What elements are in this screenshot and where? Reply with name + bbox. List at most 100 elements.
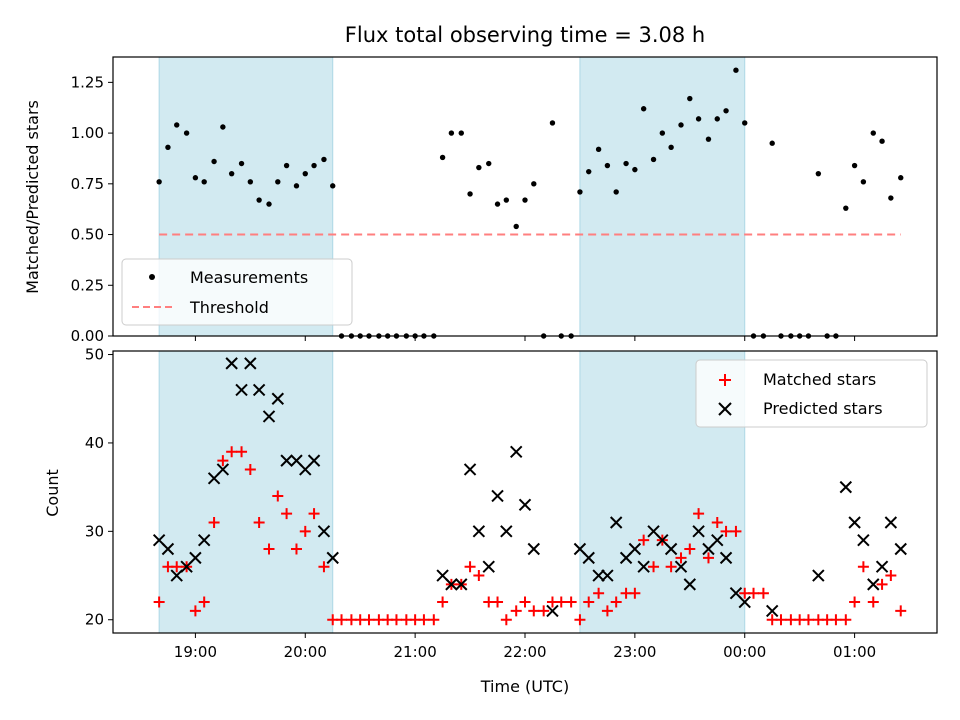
measurement-point [723,108,729,114]
matched-star-point [153,596,165,608]
measurement-point [247,179,254,185]
matched-star-point [281,508,293,520]
predicted-star-point [765,604,779,618]
measurement-point [870,130,876,136]
predicted-star-point [711,533,724,547]
matched-star-point [574,614,586,626]
predicted-star-point [848,516,861,529]
predicted-star-point [582,551,595,565]
matched-star-point [629,587,641,599]
measurement-point [302,170,308,177]
predicted-star-point [857,533,870,547]
measurement-point [293,183,300,189]
matched-star-point [876,578,888,590]
top-y-tick-label: 0.25 [71,276,104,294]
measurement-point [201,179,207,185]
x-tick-label: 22:00 [503,643,546,661]
bottom-y-tick-label: 20 [85,611,104,629]
measurement-point [211,158,217,165]
x-tick-label: 20:00 [284,643,327,661]
measurement-point [494,201,501,207]
predicted-star-point [225,357,238,370]
top-y-tick-label: 0.00 [71,327,104,345]
matched-star-point [702,552,714,564]
predicted-star-point [609,516,623,529]
matched-star-point [217,455,229,467]
predicted-star-point [244,357,257,370]
matched-star-point [555,596,567,608]
measurement-point [678,122,684,128]
measurement-point [705,136,712,142]
matched-star-point [418,614,430,626]
x-tick-label: 01:00 [833,643,876,661]
legend-matched-label: Matched stars [763,370,876,389]
measurement-point [879,138,885,144]
measurement-point [467,191,473,197]
top-y-tick-label: 0.50 [71,226,104,244]
predicted-star-point [280,454,293,467]
bottom-panel-counts: 20 30 40 50 19:00 20:00 21:00 22:00 23:00 00:00 01… [85,346,938,661]
matched-star-point [492,596,504,608]
matched-star-point [299,525,311,537]
predicted-star-point [463,463,477,476]
matched-star-point [198,596,210,608]
measurement-point [256,197,262,203]
bottom-y-tick-label: 50 [85,346,104,364]
measurement-point [632,166,638,173]
predicted-star-point [875,560,889,573]
bottom-shaded-interval-0 [158,350,334,634]
measurement-point [165,144,171,150]
bottom-y-tick-label: 40 [85,434,104,452]
matched-star-point [189,605,201,617]
predicted-star-point [252,383,266,397]
measurement-point [220,124,226,130]
matched-star-point [648,561,660,573]
measurement-point [604,162,611,169]
measurement-point [192,175,199,181]
predicted-star-point [317,525,331,538]
bottom-y-tick-label: 30 [85,522,104,540]
top-y-tick-label: 1.25 [71,73,104,91]
matched-star-point [510,605,522,617]
measurement-point [586,168,592,175]
matched-star-point [308,508,320,520]
matched-star-point [638,534,650,546]
predicted-star-point [839,480,853,494]
measurement-point [695,116,702,122]
predicted-star-point [719,551,733,565]
measurement-point [156,179,162,185]
matched-star-point [711,516,723,528]
top-shaded-interval-1 [579,56,746,337]
predicted-star-point [500,525,513,538]
legend-bottom: Matched stars Predicted stars [695,359,928,428]
matched-star-point [610,596,622,608]
legend-measurements-label: Measurements [190,268,308,287]
predicted-star-point [674,560,688,573]
matched-star-point [363,614,375,626]
measurement-point [769,140,775,146]
x-tick-label: 00:00 [723,643,766,661]
measurement-point [486,160,492,167]
measurement-point [595,146,602,153]
measurement-point [266,201,272,207]
measurement-point [183,130,190,136]
predicted-star-point [546,604,559,618]
matched-star-point [428,614,440,626]
predicted-star-point [664,542,678,556]
measurement-point [503,197,510,203]
matched-star-point [849,596,861,608]
matched-star-point [867,596,879,608]
predicted-star-point [197,533,211,547]
measurement-point [513,223,519,230]
measurement-point [448,130,455,136]
matched-star-point [437,596,449,608]
matched-star-point [318,561,330,573]
predicted-star-point [738,595,751,609]
predicted-star-point [894,542,907,556]
measurement-point [815,170,822,177]
measurement-point [613,189,619,195]
matched-star-point [390,614,402,626]
legend-top: Measurements Threshold [121,258,353,326]
predicted-star-point [216,463,230,476]
